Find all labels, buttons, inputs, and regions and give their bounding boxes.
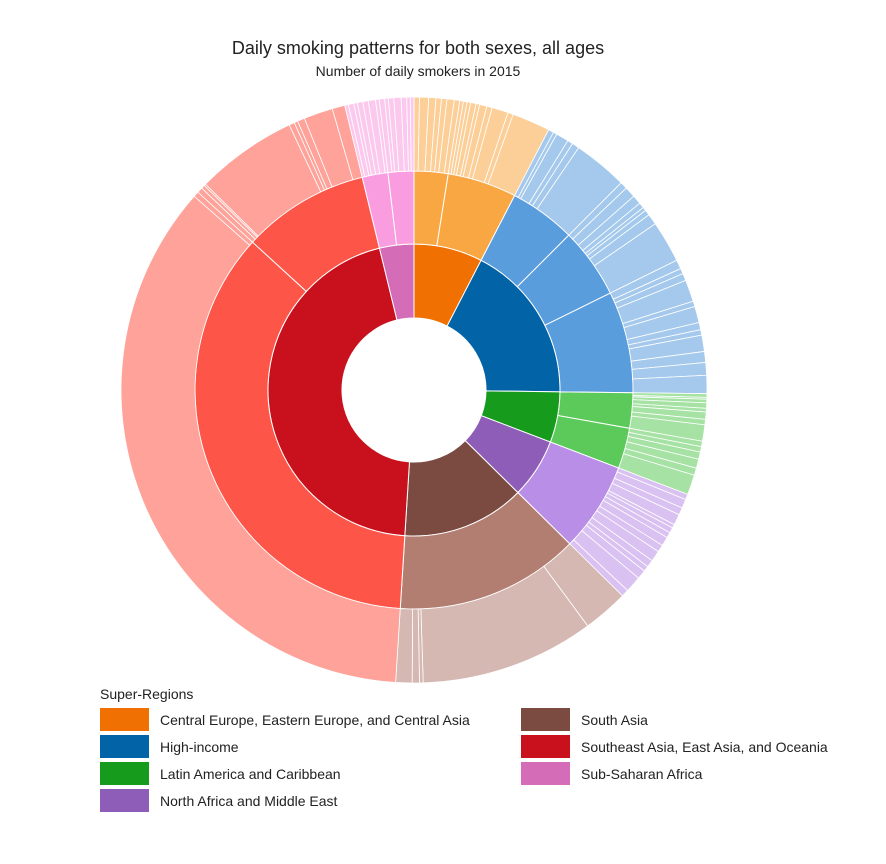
country-segment[interactable] [411, 608, 420, 684]
legend-label[interactable]: Sub-Saharan Africa [581, 766, 703, 782]
legend-swatch[interactable] [100, 735, 149, 758]
legend-label[interactable]: North Africa and Middle East [160, 793, 338, 809]
legend-swatch[interactable] [521, 762, 570, 785]
legend-label[interactable]: High-income [160, 739, 239, 755]
legend-label[interactable]: Southeast Asia, East Asia, and Oceania [581, 739, 828, 755]
legend-label[interactable]: Latin America and Caribbean [160, 766, 341, 782]
chart-title: Daily smoking patterns for both sexes, a… [232, 38, 604, 58]
country-segment[interactable] [120, 195, 401, 683]
legend-swatch[interactable] [100, 762, 149, 785]
chart-subtitle: Number of daily smokers in 2015 [316, 63, 521, 79]
legend-swatch[interactable] [100, 708, 149, 731]
legend-title: Super-Regions [100, 686, 193, 702]
sunburst-rings [120, 96, 708, 684]
legend-swatch[interactable] [521, 735, 570, 758]
country-segment[interactable] [632, 374, 708, 395]
country-segment[interactable] [409, 96, 415, 172]
legend-label[interactable]: South Asia [581, 712, 648, 728]
legend-label[interactable]: Central Europe, Eastern Europe, and Cent… [160, 712, 470, 728]
legend-swatch[interactable] [521, 708, 570, 731]
legend-swatch[interactable] [100, 789, 149, 812]
legend: Super-Regions Central Europe, Eastern Eu… [100, 686, 828, 812]
